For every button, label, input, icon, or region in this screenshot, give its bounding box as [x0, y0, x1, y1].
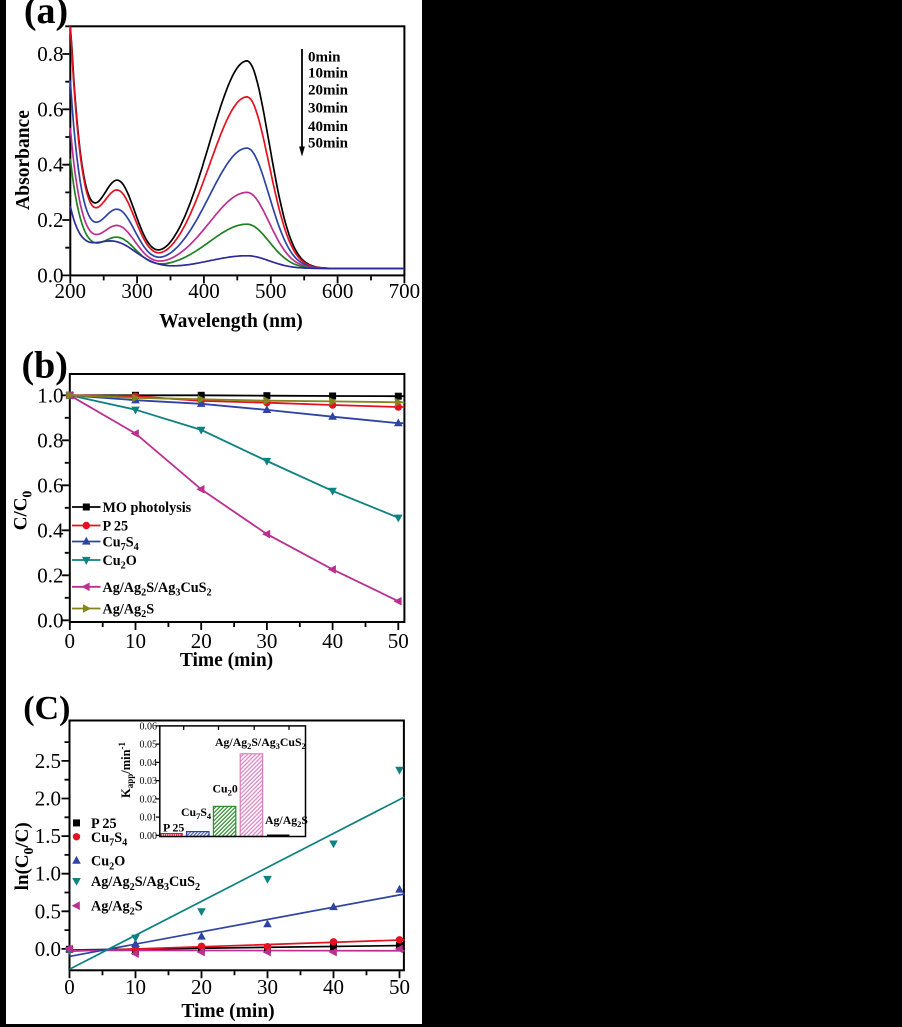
svg-text:Cu7S4: Cu7S4 [91, 830, 127, 849]
svg-text:20: 20 [191, 975, 212, 999]
svg-text:0.05: 0.05 [140, 740, 158, 751]
svg-text:(C): (C) [23, 690, 70, 727]
svg-text:40: 40 [323, 975, 344, 999]
svg-text:40: 40 [322, 629, 343, 653]
svg-text:ln(C0/C): ln(C0/C) [12, 822, 36, 890]
svg-text:Ag/Ag2S/Ag3CuS2: Ag/Ag2S/Ag3CuS2 [215, 735, 306, 751]
svg-text:(b): (b) [21, 345, 67, 387]
svg-text:0.00: 0.00 [140, 831, 158, 842]
svg-text:Cu20: Cu20 [213, 782, 238, 798]
svg-text:Kapp/min-1: Kapp/min-1 [117, 741, 135, 798]
svg-text:Cu7S4: Cu7S4 [103, 535, 139, 554]
svg-text:1.5: 1.5 [35, 824, 61, 848]
svg-text:0: 0 [64, 975, 75, 999]
svg-text:Cu7S4: Cu7S4 [181, 805, 212, 821]
svg-text:50min: 50min [308, 136, 349, 152]
svg-text:C/C0: C/C0 [11, 491, 35, 531]
svg-text:0.03: 0.03 [140, 776, 158, 787]
svg-text:200: 200 [55, 279, 87, 303]
svg-text:Ag/Ag2S/Ag3CuS2: Ag/Ag2S/Ag3CuS2 [91, 874, 200, 893]
svg-text:0: 0 [65, 629, 76, 653]
svg-text:0.5: 0.5 [35, 899, 61, 923]
svg-text:0.0: 0.0 [37, 608, 63, 632]
svg-text:0.6: 0.6 [37, 97, 63, 121]
svg-text:700: 700 [389, 279, 421, 303]
svg-text:20: 20 [191, 629, 212, 653]
svg-text:Absorbance: Absorbance [13, 110, 34, 210]
svg-text:P 25: P 25 [163, 821, 184, 835]
svg-text:Ag/Ag2S: Ag/Ag2S [91, 899, 143, 918]
svg-text:0.8: 0.8 [37, 428, 63, 452]
svg-text:MO photolysis: MO photolysis [103, 500, 192, 516]
svg-text:Ag/Ag2S: Ag/Ag2S [265, 813, 308, 829]
svg-text:10min: 10min [308, 66, 349, 82]
svg-text:10: 10 [125, 975, 146, 999]
svg-text:0.4: 0.4 [37, 518, 64, 542]
svg-text:P 25: P 25 [91, 816, 117, 832]
svg-text:Ag/Ag2S/Ag3CuS2: Ag/Ag2S/Ag3CuS2 [103, 580, 212, 599]
svg-text:Time (min): Time (min) [180, 650, 273, 671]
svg-text:30min: 30min [308, 101, 349, 117]
svg-text:400: 400 [188, 279, 220, 303]
svg-text:Cu2O: Cu2O [103, 553, 137, 572]
svg-text:20min: 20min [308, 83, 349, 99]
svg-text:0.4: 0.4 [37, 153, 64, 177]
svg-text:1.0: 1.0 [35, 862, 61, 886]
svg-text:0.0: 0.0 [37, 263, 63, 287]
svg-text:30: 30 [257, 975, 278, 999]
svg-text:10: 10 [125, 629, 146, 653]
svg-text:30: 30 [256, 629, 277, 653]
svg-text:300: 300 [121, 279, 153, 303]
svg-text:0.0: 0.0 [35, 937, 61, 961]
svg-text:Ag/Ag2S: Ag/Ag2S [103, 602, 155, 621]
svg-text:0.02: 0.02 [140, 794, 158, 805]
svg-text:1.0: 1.0 [37, 383, 63, 407]
svg-text:0.2: 0.2 [37, 208, 63, 232]
svg-text:50: 50 [388, 629, 409, 653]
svg-text:40min: 40min [308, 119, 349, 135]
svg-text:0.2: 0.2 [37, 563, 63, 587]
svg-text:0min: 0min [308, 50, 341, 66]
svg-text:(a): (a) [24, 0, 68, 32]
svg-text:2.0: 2.0 [35, 787, 61, 811]
svg-text:50: 50 [389, 975, 410, 999]
svg-text:Wavelength (nm): Wavelength (nm) [159, 311, 303, 332]
svg-text:Cu2O: Cu2O [91, 854, 125, 873]
svg-text:0.04: 0.04 [140, 758, 158, 769]
svg-text:500: 500 [255, 279, 287, 303]
svg-text:0.01: 0.01 [140, 813, 158, 824]
svg-text:600: 600 [322, 279, 354, 303]
svg-text:0.6: 0.6 [37, 473, 63, 497]
svg-text:P 25: P 25 [103, 519, 129, 535]
svg-text:Time (min): Time (min) [181, 1001, 274, 1022]
svg-text:2.5: 2.5 [35, 749, 61, 773]
svg-text:0.06: 0.06 [140, 721, 158, 732]
svg-text:0.8: 0.8 [37, 42, 63, 66]
